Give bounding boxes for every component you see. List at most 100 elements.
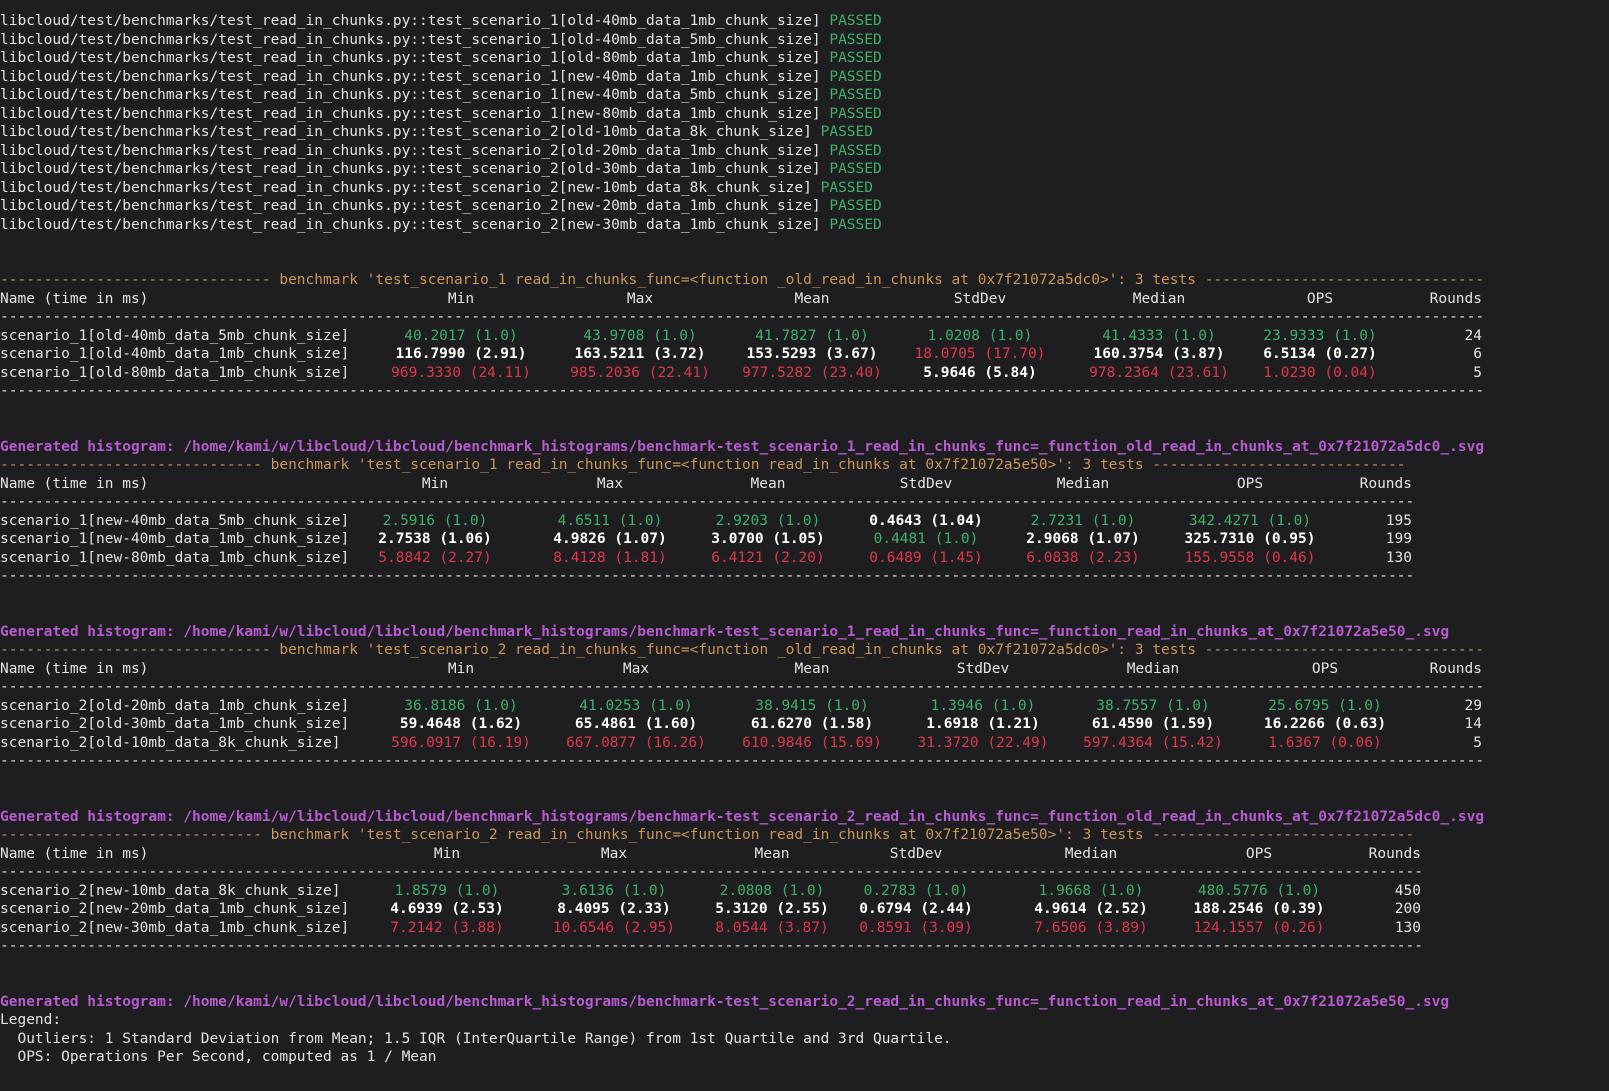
cell: 4.6939 (2.53)	[390, 901, 504, 917]
cell: 2.7538 (1.06)	[378, 531, 492, 547]
row-name: scenario_2[old-20mb_data_1mb_chunk_size]	[0, 697, 350, 714]
rule: ----------------------------------------…	[0, 309, 1485, 325]
rule: ----------------------------------------…	[0, 753, 1485, 769]
column-header: Min	[421, 475, 449, 492]
cell: 41.4333 (1.0)	[1102, 327, 1216, 344]
cell: 61.4590 (1.59)	[1091, 716, 1215, 732]
cell: 43.9708 (1.0)	[583, 327, 697, 344]
cell: 342.4271 (1.0)	[1188, 512, 1312, 529]
row-name: scenario_1[new-40mb_data_1mb_chunk_size]	[0, 531, 350, 547]
column-header: Rounds	[1429, 290, 1482, 307]
rounds: 195	[1385, 512, 1412, 529]
column-header: Median	[1056, 475, 1110, 492]
cell: 3.0700 (1.05)	[711, 531, 825, 547]
cell: 6.4121 (2.20)	[711, 549, 825, 566]
test-name: libcloud/test/benchmarks/test_read_in_ch…	[0, 31, 821, 48]
cell: 0.4481 (1.0)	[873, 531, 979, 547]
cell: 0.6794 (2.44)	[859, 901, 973, 917]
cell: 59.4648 (1.62)	[399, 716, 523, 732]
test-name: libcloud/test/benchmarks/test_read_in_ch…	[0, 179, 812, 196]
legend-line: Outliers: 1 Standard Deviation from Mean…	[0, 1030, 952, 1047]
cell: 4.9614 (2.52)	[1034, 901, 1148, 917]
cell: 2.7231 (1.0)	[1030, 512, 1136, 529]
column-header: OPS	[1306, 290, 1334, 307]
test-name: libcloud/test/benchmarks/test_read_in_ch…	[0, 216, 821, 233]
row-name: scenario_1[new-40mb_data_5mb_chunk_size]	[0, 512, 350, 529]
column-header: OPS	[1236, 475, 1264, 492]
column-header: Max	[596, 475, 624, 492]
test-status: PASSED	[829, 50, 882, 66]
rule: ----------------------------------------…	[0, 864, 1423, 880]
row-name: scenario_2[old-30mb_data_1mb_chunk_size]	[0, 716, 350, 732]
cell: 985.2036 (22.41)	[570, 364, 710, 381]
test-name: libcloud/test/benchmarks/test_read_in_ch…	[0, 50, 821, 66]
rule: ----------------------------------------…	[0, 568, 1415, 584]
test-name: libcloud/test/benchmarks/test_read_in_ch…	[0, 68, 821, 85]
test-name: libcloud/test/benchmarks/test_read_in_ch…	[0, 142, 821, 159]
test-status: PASSED	[820, 179, 873, 196]
cell: 40.2017 (1.0)	[404, 327, 518, 344]
cell: 6.5134 (0.27)	[1263, 346, 1377, 362]
column-header: Median	[1132, 290, 1186, 307]
cell: 10.6546 (2.95)	[552, 919, 676, 936]
cell: 188.2546 (0.39)	[1193, 901, 1325, 917]
row-name: scenario_1[old-40mb_data_1mb_chunk_size]	[0, 346, 350, 362]
cell: 1.8579 (1.0)	[394, 882, 500, 899]
rounds: 29	[1464, 697, 1482, 714]
row-name: scenario_1[old-40mb_data_5mb_chunk_size]	[0, 327, 350, 344]
cell: 4.6511 (1.0)	[557, 512, 663, 529]
benchmark-header: ------------------------------ benchmark…	[0, 457, 1406, 473]
cell: 1.0230 (0.04)	[1263, 364, 1377, 381]
rule: ----------------------------------------…	[0, 383, 1485, 399]
histogram-path: Generated histogram: /home/kami/w/libclo…	[0, 623, 1450, 640]
benchmark-header: ------------------------------ benchmark…	[0, 827, 1415, 843]
cell: 41.0253 (1.0)	[579, 697, 693, 714]
cell: 480.5776 (1.0)	[1197, 882, 1321, 899]
rule: ----------------------------------------…	[0, 679, 1485, 695]
test-name: libcloud/test/benchmarks/test_read_in_ch…	[0, 105, 821, 122]
cell: 38.9415 (1.0)	[755, 697, 869, 714]
cell: 18.0705 (17.70)	[914, 346, 1046, 362]
row-name: scenario_2[new-20mb_data_1mb_chunk_size]	[0, 901, 350, 917]
cell: 7.6506 (3.89)	[1034, 919, 1148, 936]
column-header: Min	[447, 660, 475, 677]
column-header: StdDev	[899, 475, 953, 492]
rounds: 200	[1394, 901, 1421, 917]
test-status: PASSED	[829, 87, 882, 103]
column-header: Rounds	[1429, 660, 1482, 677]
column-header: OPS	[1311, 660, 1339, 677]
cell: 978.2364 (23.61)	[1089, 364, 1229, 381]
column-header: Mean	[794, 290, 830, 307]
cell: 667.0877 (16.26)	[566, 734, 706, 751]
cell: 4.9826 (1.07)	[553, 531, 667, 547]
cell: 8.0544 (3.87)	[715, 919, 829, 936]
cell: 61.6270 (1.58)	[750, 716, 874, 732]
rounds: 6	[1473, 346, 1482, 362]
row-name: scenario_2[new-30mb_data_1mb_chunk_size]	[0, 919, 350, 936]
cell: 36.8186 (1.0)	[404, 697, 518, 714]
histogram-path: Generated histogram: /home/kami/w/libclo…	[0, 438, 1485, 455]
cell: 969.3330 (24.11)	[391, 364, 531, 381]
rounds: 24	[1464, 327, 1482, 344]
test-name: libcloud/test/benchmarks/test_read_in_ch…	[0, 87, 821, 103]
column-header: Name (time in ms)	[0, 660, 149, 677]
test-status: PASSED	[829, 31, 882, 48]
column-header: Max	[600, 845, 628, 862]
column-header: Mean	[750, 475, 786, 492]
column-header: Rounds	[1359, 475, 1412, 492]
column-header: StdDev	[889, 845, 943, 862]
cell: 0.2783 (1.0)	[863, 882, 969, 899]
column-header: Median	[1064, 845, 1118, 862]
cell: 155.9558 (0.46)	[1184, 549, 1316, 566]
rule: ----------------------------------------…	[0, 494, 1415, 510]
column-header: Name (time in ms)	[0, 475, 149, 492]
rounds: 14	[1464, 716, 1482, 732]
row-name: scenario_2[old-10mb_data_8k_chunk_size]	[0, 734, 341, 751]
cell: 0.4643 (1.04)	[869, 512, 983, 529]
test-name: libcloud/test/benchmarks/test_read_in_ch…	[0, 198, 821, 214]
rule: ----------------------------------------…	[0, 938, 1423, 954]
rounds: 130	[1385, 549, 1412, 566]
cell: 596.0917 (16.19)	[391, 734, 531, 751]
test-name: libcloud/test/benchmarks/test_read_in_ch…	[0, 13, 821, 29]
